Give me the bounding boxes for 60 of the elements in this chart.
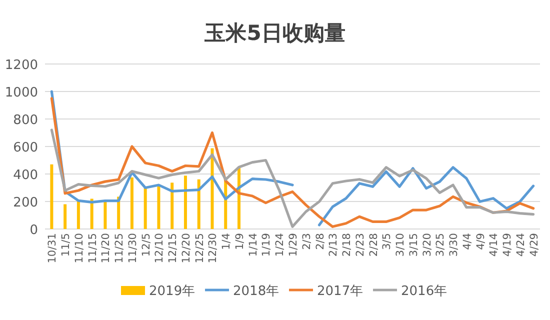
bar <box>157 185 160 229</box>
bar <box>197 179 200 229</box>
x-tick-label: 1/9 <box>234 233 246 250</box>
x-tick-label: 11/5 <box>60 233 72 257</box>
y-tick-label: 400 <box>13 168 38 183</box>
y-tick-label: 800 <box>13 113 38 128</box>
legend-label: 2017年 <box>317 284 364 299</box>
bar <box>184 176 187 229</box>
x-tick-label: 1/14 <box>247 232 260 257</box>
x-tick-label: 1/4 <box>220 232 233 250</box>
y-tick-label: 1000 <box>4 86 38 100</box>
x-tick-label: 11/30 <box>126 233 139 264</box>
bar <box>90 198 94 229</box>
x-tick-label: 4/14 <box>488 232 500 257</box>
x-tick-label: 3/5 <box>381 233 394 250</box>
x-tick-label: 3/25 <box>434 233 447 257</box>
bar <box>76 202 80 229</box>
x-tick-label: 11/10 <box>73 233 86 264</box>
x-tick-label: 3/20 <box>421 233 434 257</box>
x-tick-label: 4/29 <box>528 233 540 257</box>
legend-label: 2016年 <box>401 284 448 299</box>
y-tick-label: 0 <box>30 223 38 238</box>
x-tick-label: 12/15 <box>167 233 180 264</box>
bar <box>130 177 134 229</box>
x-tick-label: 3/10 <box>394 233 407 257</box>
x-tick-label: 12/30 <box>207 233 220 264</box>
x-tick-label: 11/25 <box>114 233 126 264</box>
y-tick-label: 600 <box>13 140 38 156</box>
x-tick-label: 12/5 <box>140 233 152 257</box>
bar <box>170 182 174 229</box>
x-tick-label: 4/19 <box>502 233 514 257</box>
x-tick-label: 4/4 <box>461 232 474 250</box>
x-tick-label: 3/15 <box>408 233 420 257</box>
legend-label: 2019年 <box>149 284 196 299</box>
bar <box>144 188 147 229</box>
x-tick-label: 12/10 <box>154 233 166 264</box>
x-tick-label: 4/9 <box>474 233 487 250</box>
legend-label: 2018年 <box>233 284 280 299</box>
x-tick-label: 1/24 <box>274 232 286 257</box>
x-tick-label: 2/28 <box>368 233 380 257</box>
x-tick-label: 2/3 <box>300 233 313 250</box>
y-tick-label: 1200 <box>4 58 38 73</box>
x-tick-label: 12/25 <box>194 233 206 264</box>
x-tick-label: 11/20 <box>100 233 112 264</box>
chart-title: 玉米5日收购量 <box>204 21 346 45</box>
bar <box>104 202 107 229</box>
x-tick-label: 2/8 <box>314 233 326 250</box>
x-tick-label: 2/23 <box>354 233 366 257</box>
x-tick-label: 10/31 <box>46 233 59 264</box>
x-tick-label: 3/30 <box>448 233 460 257</box>
x-tick-label: 12/20 <box>180 233 192 264</box>
y-tick-label: 200 <box>13 196 38 210</box>
x-tick-label: 2/13 <box>328 233 340 257</box>
x-tick-label: 2/18 <box>341 233 354 257</box>
x-tick-label: 11/15 <box>86 233 99 264</box>
bar <box>50 164 54 229</box>
x-tick-label: 4/24 <box>514 232 527 257</box>
x-tick-label: 1/29 <box>288 233 300 257</box>
bar <box>64 204 67 229</box>
x-tick-label: 1/19 <box>260 233 273 257</box>
